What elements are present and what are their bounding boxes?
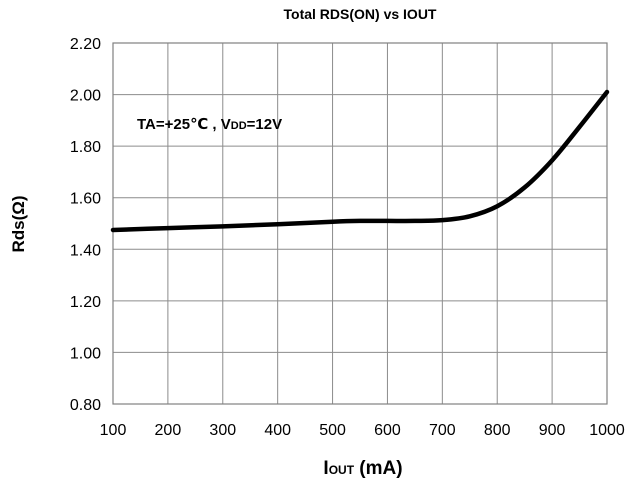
y-tick-label: 1.40: [70, 242, 101, 259]
x-axis-label-subscript: OUT: [329, 463, 355, 477]
x-tick-label: 700: [429, 422, 456, 439]
annotation-part2: =12V: [247, 116, 282, 133]
y-tick-labels: 0.80 1.00 1.20 1.40 1.60 1.80 2.00 2.20: [70, 36, 101, 414]
y-tick-label: 0.80: [70, 397, 101, 414]
x-tick-label: 300: [209, 422, 236, 439]
x-axis-label-main: I: [323, 458, 328, 479]
y-tick-label: 2.20: [70, 36, 101, 53]
plot-area-border: [112, 42, 608, 405]
x-tick-label: 500: [319, 422, 346, 439]
x-tick-label: 400: [264, 422, 291, 439]
x-tick-label: 200: [155, 422, 182, 439]
chart-title: Total RDS(ON) vs IOUT: [284, 6, 437, 22]
y-tick-label: 1.20: [70, 294, 101, 311]
x-axis-label-unit: (mA): [354, 458, 403, 479]
x-tick-labels: 100 200 300 400 500 600 700 800 900 1000: [100, 422, 625, 439]
annotation-subscript: DD: [231, 120, 247, 132]
condition-annotation: TA=+25℃ , VDD=12V: [137, 116, 282, 133]
series-line: [110, 89, 610, 233]
x-tick-label: 100: [100, 422, 127, 439]
y-tick-label: 1.60: [70, 191, 101, 208]
x-tick-label: 900: [539, 422, 566, 439]
y-tick-label: 2.00: [70, 88, 101, 105]
y-axis-label: Rds(Ω): [9, 195, 28, 252]
x-tick-label: 800: [484, 422, 511, 439]
y-tick-label: 1.00: [70, 345, 101, 362]
x-tick-label: 600: [374, 422, 401, 439]
x-tick-label: 1000: [589, 422, 625, 439]
grid: [112, 42, 608, 405]
y-tick-label: 1.80: [70, 139, 101, 156]
x-axis-label: IOUT (mA): [323, 458, 402, 479]
annotation-part1: TA=+25℃ , V: [137, 116, 231, 133]
